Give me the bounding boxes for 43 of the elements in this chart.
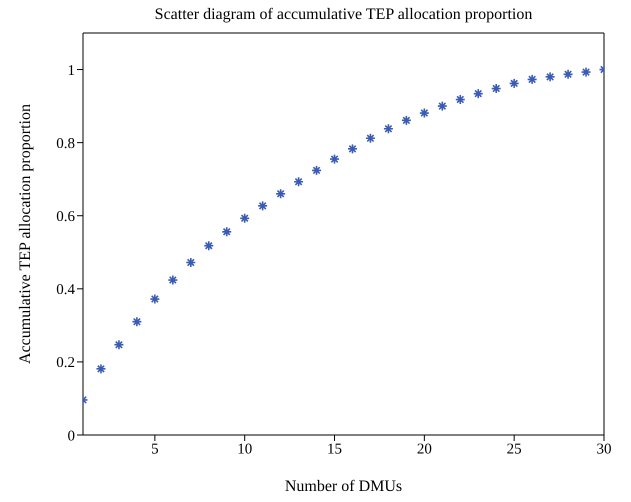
point xyxy=(257,200,268,212)
point xyxy=(293,176,304,188)
point xyxy=(114,339,124,350)
point xyxy=(544,72,556,82)
point xyxy=(221,226,232,238)
point xyxy=(401,115,412,126)
point xyxy=(329,154,340,164)
y-tick-label: 1 xyxy=(68,62,75,79)
point xyxy=(96,364,106,374)
point xyxy=(185,257,196,268)
point xyxy=(580,66,592,78)
chart-title: Scatter diagram of accumulative TEP allocation proportion xyxy=(154,6,534,24)
x-tick-label: 10 xyxy=(237,442,252,458)
point xyxy=(132,316,142,328)
point xyxy=(275,188,286,200)
point xyxy=(562,68,574,80)
point xyxy=(454,94,466,105)
point xyxy=(168,274,178,286)
y-tick-label: 0.4 xyxy=(56,282,76,298)
point xyxy=(239,212,250,224)
point xyxy=(508,78,520,89)
x-tick-label: 15 xyxy=(327,442,342,458)
point xyxy=(437,100,448,112)
y-tick-label: 0.8 xyxy=(56,136,75,152)
y-tick-label: 0.6 xyxy=(56,209,76,226)
point xyxy=(383,123,394,134)
x-tick-label: 20 xyxy=(416,442,432,458)
point xyxy=(419,108,430,118)
x-tick-label: 5 xyxy=(151,442,159,458)
x-tick-label: 30 xyxy=(596,442,612,458)
y-tick-label: 0.2 xyxy=(56,355,75,372)
point xyxy=(150,294,160,304)
point xyxy=(472,88,484,99)
point xyxy=(311,165,322,176)
point xyxy=(526,74,538,85)
point xyxy=(203,240,214,251)
y-axis-title: Accumulative TEP allocation proportion xyxy=(17,104,35,364)
point xyxy=(347,144,358,154)
x-axis-title: Number of DMUs xyxy=(284,478,404,496)
point xyxy=(490,83,502,94)
y-tick-label: 0 xyxy=(68,428,75,444)
x-tick-label: 25 xyxy=(506,442,522,458)
point xyxy=(365,132,376,144)
